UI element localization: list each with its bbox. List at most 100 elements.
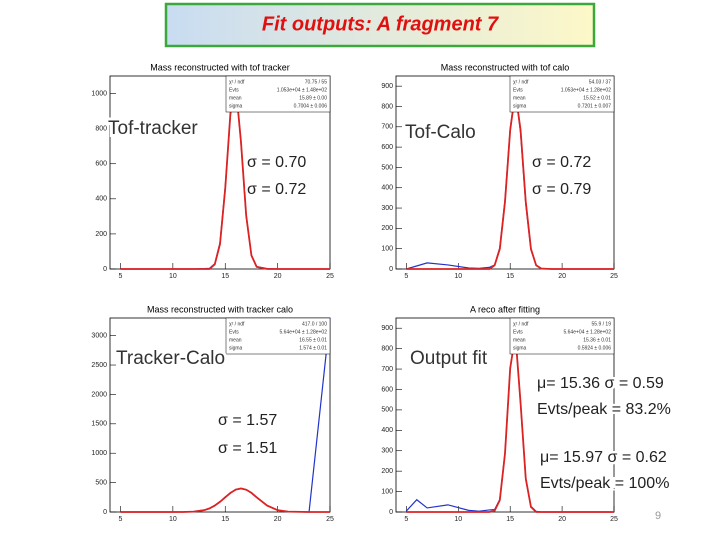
stats-name: Evts [513, 87, 523, 93]
annotation: σ = 0.72 [532, 154, 591, 171]
panel-label: Tof-tracker [108, 118, 198, 139]
annotation: σ = 1.51 [218, 440, 277, 457]
y-tick-label: 600 [95, 161, 107, 168]
x-tick-label: 5 [119, 273, 123, 280]
stats-value: 15.52 ± 0.01 [583, 95, 611, 101]
stats-value: 1.574 ± 0.01 [299, 345, 327, 351]
stats-value: 54.03 / 37 [589, 79, 611, 85]
annotation: μ= 15.97 σ = 0.62 [540, 449, 667, 466]
stats-box [509, 75, 615, 113]
panel-label: Tof-Calo [405, 122, 476, 143]
stats-name: mean [229, 95, 242, 101]
stats-name: mean [513, 95, 526, 101]
slide-title: Fit outputs: A fragment 7 [262, 13, 499, 35]
x-tick-label: 5 [119, 516, 123, 523]
plot-title: Mass reconstructed with tof tracker [150, 62, 290, 72]
x-tick-label: 25 [326, 516, 334, 523]
y-tick-label: 900 [381, 83, 393, 90]
plot-title: Mass reconstructed with tracker calo [147, 304, 293, 314]
x-tick-label: 5 [404, 273, 408, 280]
x-tick-label: 25 [610, 516, 618, 523]
annotation: Evts/peak = 100% [540, 475, 669, 492]
y-tick-label: 100 [381, 246, 393, 253]
fit-curve [120, 85, 330, 270]
y-tick-label: 100 [381, 488, 393, 495]
x-tick-label: 15 [221, 273, 229, 280]
stats-name: Evts [513, 329, 523, 335]
y-tick-label: 200 [95, 231, 107, 238]
annotation: σ = 0.72 [247, 181, 306, 198]
stats-name: χ² / ndf [229, 321, 245, 327]
y-tick-label: 300 [381, 205, 393, 212]
y-tick-label: 1500 [91, 421, 107, 428]
stats-name: χ² / ndf [513, 321, 529, 327]
y-tick-label: 600 [381, 386, 393, 393]
y-tick-label: 300 [381, 448, 393, 455]
annotation: σ = 0.70 [247, 154, 306, 171]
y-tick-label: 0 [103, 266, 107, 273]
y-tick-label: 600 [381, 144, 393, 151]
y-tick-label: 2500 [91, 362, 107, 369]
y-tick-label: 400 [95, 196, 107, 203]
y-tick-label: 800 [381, 345, 393, 352]
y-tick-label: 3000 [91, 332, 107, 339]
fit-curve [120, 487, 330, 513]
y-tick-label: 0 [389, 509, 393, 516]
annotation: Evts/peak = 83.2% [537, 401, 671, 418]
y-tick-label: 2000 [91, 391, 107, 398]
x-tick-label: 15 [221, 516, 229, 523]
stats-value: 16.55 ± 0.01 [299, 337, 327, 343]
stats-name: Evts [229, 87, 239, 93]
stats-name: sigma [513, 103, 527, 109]
x-tick-label: 10 [169, 516, 177, 523]
x-tick-label: 25 [326, 273, 334, 280]
stats-value: 417.0 / 100 [302, 321, 327, 327]
x-tick-label: 10 [454, 273, 462, 280]
stats-name: sigma [229, 103, 243, 109]
charts: Mass reconstructed with tof tracker02004… [91, 62, 673, 523]
y-tick-label: 700 [381, 366, 393, 373]
stats-name: χ² / ndf [229, 79, 245, 85]
x-tick-label: 15 [506, 273, 514, 280]
x-tick-label: 20 [274, 273, 282, 280]
stats-name: Evts [229, 329, 239, 335]
x-tick-label: 20 [558, 273, 566, 280]
stats-value: 15.89 ± 0.00 [299, 95, 327, 101]
stats-name: mean [229, 337, 242, 343]
stats-value: 0.7004 ± 0.006 [294, 103, 328, 109]
stats-box [225, 75, 331, 113]
plot-title: Mass reconstructed with tof calo [441, 62, 570, 72]
y-tick-label: 400 [381, 427, 393, 434]
stats-name: sigma [513, 345, 527, 351]
annotation: μ= 15.36 σ = 0.59 [537, 375, 664, 392]
stats-value: 5.64e+04 ± 1.28e+02 [279, 329, 327, 335]
y-tick-label: 1000 [91, 450, 107, 457]
panel-label: Output fit [410, 348, 488, 369]
stats-box [509, 317, 615, 355]
stats-value: 1.053e+04 ± 1.48e+02 [277, 87, 328, 93]
y-tick-label: 900 [381, 325, 393, 332]
y-tick-label: 500 [381, 407, 393, 414]
fit-curve [406, 334, 614, 513]
stats-value: 0.7201 ± 0.007 [578, 103, 612, 109]
stats-value: 15.36 ± 0.01 [583, 337, 611, 343]
stats-value: 0.5924 ± 0.006 [578, 345, 612, 351]
stats-value: 5.64e+04 ± 1.28e+02 [563, 329, 611, 335]
y-tick-label: 700 [381, 124, 393, 131]
y-tick-label: 200 [381, 468, 393, 475]
stats-value: 70.75 / 55 [305, 79, 327, 85]
y-tick-label: 500 [381, 164, 393, 171]
y-tick-label: 800 [95, 125, 107, 132]
annotation: σ = 1.57 [218, 412, 277, 429]
stats-name: mean [513, 337, 526, 343]
stats-name: χ² / ndf [513, 79, 529, 85]
x-tick-label: 20 [558, 516, 566, 523]
page-number: 9 [655, 510, 661, 522]
stats-box [225, 317, 331, 355]
stats-name: sigma [229, 345, 243, 351]
y-tick-label: 200 [381, 225, 393, 232]
title-box [164, 2, 596, 48]
y-tick-label: 400 [381, 185, 393, 192]
x-tick-label: 25 [610, 273, 618, 280]
